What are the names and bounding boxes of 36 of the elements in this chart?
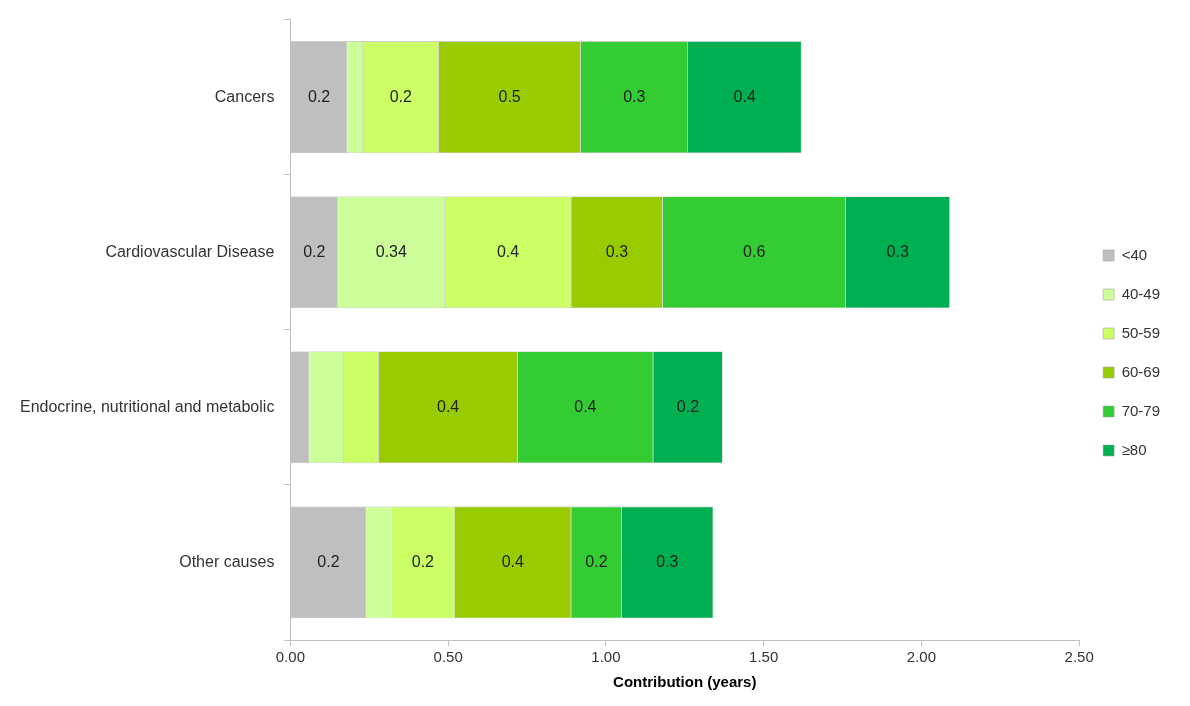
data-label: 0.2 [676,397,700,415]
x-tick-label: 0.50 [433,648,463,666]
legend-label: <40 [1121,245,1148,263]
data-label: 0.3 [623,87,646,105]
x-tick-label: 1.50 [749,648,779,666]
data-label: 0.4 [496,242,520,260]
data-label: 0.4 [574,397,597,415]
data-label: 0.2 [585,552,608,570]
data-label: 0.3 [886,242,909,260]
y-tick-label: Endocrine, nutritional and metabolic [20,397,275,415]
y-tick-label: Cardiovascular Disease [105,242,275,260]
data-label: 0.6 [743,242,766,260]
data-label: 0.4 [733,87,756,105]
y-tick-label: Other causes [179,552,275,570]
data-label: 0.34 [375,242,408,260]
legend-label: 60-69 [1121,362,1161,380]
data-label: 0.2 [303,242,326,260]
data-label: 0.4 [437,397,460,415]
x-tick-label: 1.00 [591,648,621,666]
legend-label: 70-79 [1121,401,1161,419]
y-tick-label: Cancers [214,87,275,105]
legend-label: 50-59 [1121,323,1161,341]
x-tick-label: 0.00 [275,648,305,666]
x-axis-title: Contribution (years) [613,673,757,691]
data-label: 0.4 [501,552,525,570]
data-label: 0.2 [389,87,413,105]
legend-label: ≥80 [1121,440,1147,458]
x-tick-label: 2.50 [1064,648,1094,666]
data-label: 0.3 [605,242,629,260]
data-label: 0.2 [307,87,331,105]
data-label: 0.2 [411,552,435,570]
x-tick-label: 2.00 [906,648,936,666]
data-label: 0.2 [317,552,340,570]
data-label: 0.5 [498,87,521,105]
legend-label: 40-49 [1121,284,1161,302]
data-label: 0.3 [656,552,679,570]
